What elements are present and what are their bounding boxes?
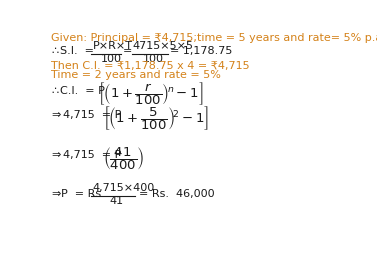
Text: ⇒: ⇒ [51,189,60,199]
Text: =: = [123,46,132,56]
Text: 100: 100 [101,54,122,64]
Text: 100: 100 [143,54,164,64]
Text: 41: 41 [110,196,124,206]
Text: $\left[\left(1+\dfrac{5}{100}\right)^{\!2}-1\right]$: $\left[\left(1+\dfrac{5}{100}\right)^{\!… [103,104,209,132]
Text: ⇒: ⇒ [51,110,60,120]
Text: ∴: ∴ [51,86,58,96]
Text: ⇒: ⇒ [51,150,60,160]
Text: C.I.  = P: C.I. = P [60,86,104,96]
Text: $\left[\left(1+\dfrac{\,r\,}{100}\right)^{\!n}-1\right]$: $\left[\left(1+\dfrac{\,r\,}{100}\right)… [98,80,204,107]
Text: S.I.  =: S.I. = [60,46,93,56]
Text: 4715×5×5: 4715×5×5 [132,41,193,51]
Text: Time = 2 years and rate = 5%: Time = 2 years and rate = 5% [51,70,221,80]
Text: = Rs.  46,000: = Rs. 46,000 [139,189,214,199]
Text: $\left(\dfrac{41}{400}\right)$: $\left(\dfrac{41}{400}\right)$ [103,145,144,172]
Text: = 1,178.75: = 1,178.75 [170,46,233,56]
Text: Then C.I. = ₹1,178.75 x 4 = ₹4,715: Then C.I. = ₹1,178.75 x 4 = ₹4,715 [51,61,250,71]
Text: P  = Rs: P = Rs [61,189,101,199]
Text: P×R×T: P×R×T [93,41,133,51]
Text: 4,715  = P: 4,715 = P [63,150,121,160]
Text: 4,715×400: 4,715×400 [92,183,154,193]
Text: ∴: ∴ [51,46,58,56]
Text: 4,715  = P: 4,715 = P [63,110,121,120]
Text: Given: Principal = ₹4,715;time = 5 years and rate= 5% p.a.: Given: Principal = ₹4,715;time = 5 years… [51,33,377,43]
